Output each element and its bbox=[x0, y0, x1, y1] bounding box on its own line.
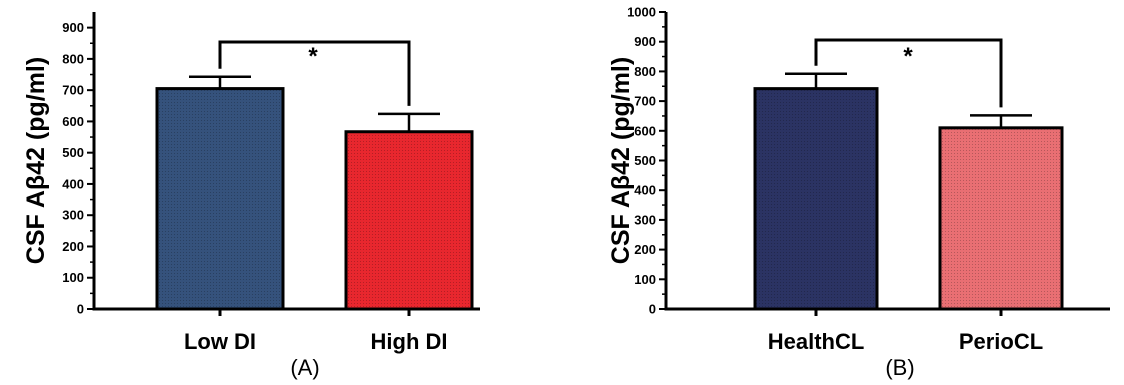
chart-panel-2: HealthCL PerioCL 0 100 200 300 400 500 600 700 800… bbox=[607, 5, 1110, 380]
panel-label: (A) bbox=[290, 355, 319, 380]
significance-bracket bbox=[218, 40, 411, 106]
y-tick-label: 300 bbox=[634, 212, 656, 227]
chart-panel-1: Low DI High DI 0 100 200 300 400 500 600 700 800 90… bbox=[22, 12, 480, 380]
y-tick-label: 400 bbox=[62, 176, 84, 191]
panel-label: (B) bbox=[885, 355, 914, 380]
y-tick-label: 500 bbox=[62, 145, 84, 160]
significance-marker: * bbox=[903, 43, 913, 70]
y-axis-label: CSF Aβ42 (pg/ml) bbox=[607, 57, 635, 264]
y-tick-label: 400 bbox=[634, 183, 656, 198]
bar-texture bbox=[158, 90, 282, 308]
category-label: PerioCL bbox=[959, 329, 1043, 354]
y-tick-label: 800 bbox=[62, 51, 84, 66]
significance-marker: * bbox=[308, 43, 318, 70]
y-axis-label: CSF Aβ42 (pg/ml) bbox=[22, 57, 50, 264]
y-tick-label: 1000 bbox=[627, 5, 656, 20]
y-tick-label: 600 bbox=[634, 123, 656, 138]
y-tick-label: 600 bbox=[62, 114, 84, 129]
bar-texture bbox=[347, 133, 471, 308]
category-label: Low DI bbox=[184, 329, 256, 354]
bar-texture bbox=[756, 90, 876, 308]
category-label: High DI bbox=[371, 329, 448, 354]
y-tick-label: 300 bbox=[62, 208, 84, 223]
y-tick-label: 700 bbox=[62, 83, 84, 98]
y-tick-label: 500 bbox=[634, 153, 656, 168]
category-label: HealthCL bbox=[768, 329, 865, 354]
y-tick-label: 800 bbox=[634, 64, 656, 79]
y-tick-label: 700 bbox=[634, 94, 656, 109]
y-tick-label: 100 bbox=[634, 272, 656, 287]
y-tick-label: 0 bbox=[77, 302, 84, 317]
significance-bracket bbox=[814, 38, 1003, 108]
y-tick-label: 900 bbox=[634, 34, 656, 49]
y-tick-label: 900 bbox=[62, 20, 84, 35]
y-tick-label: 100 bbox=[62, 270, 84, 285]
y-tick-label: 200 bbox=[62, 239, 84, 254]
bar-texture bbox=[941, 129, 1061, 308]
y-tick-label: 200 bbox=[634, 242, 656, 257]
y-tick-label: 0 bbox=[649, 302, 656, 317]
